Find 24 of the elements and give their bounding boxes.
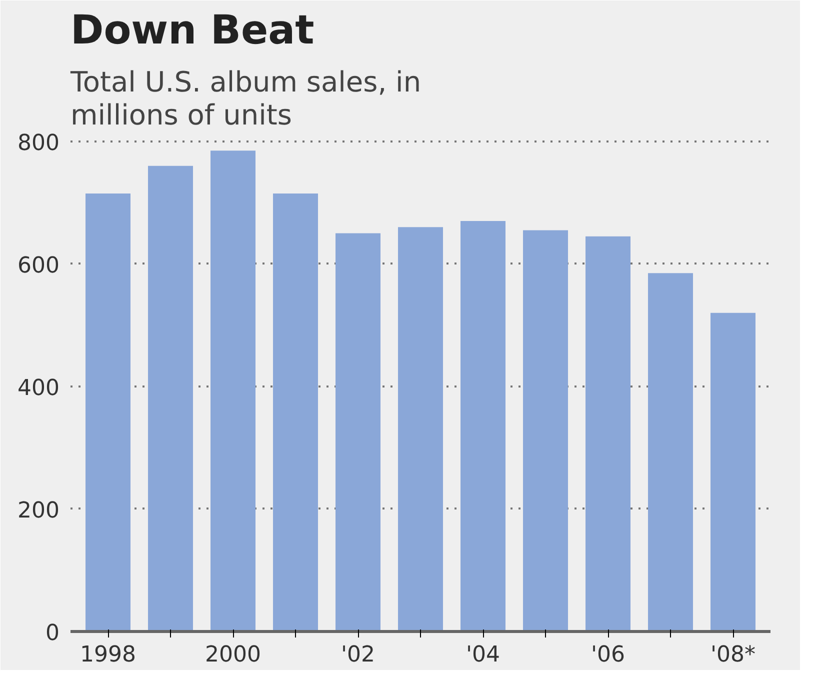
y-tick-label: 0 — [46, 621, 60, 646]
bar — [460, 221, 506, 632]
bar — [273, 193, 318, 632]
x-tick-label: 2000 — [205, 642, 262, 668]
bar — [398, 227, 443, 632]
y-tick-label: 400 — [18, 376, 60, 401]
bar — [710, 312, 756, 632]
bar — [210, 150, 256, 632]
bar — [86, 193, 130, 632]
x-tick-label: '06 — [590, 642, 626, 668]
x-tick-label: '02 — [340, 642, 376, 668]
chart-subtitle: Total U.S. album sales, in millions of units — [70, 66, 422, 132]
x-tick-label: 1998 — [80, 642, 136, 668]
bar — [586, 236, 630, 632]
bar — [148, 166, 193, 632]
x-tick-label: '04 — [466, 642, 500, 668]
y-tick-label: 800 — [18, 130, 60, 156]
chart-title: Down Beat — [70, 8, 314, 54]
x-tick-label: '08* — [710, 642, 756, 668]
bar — [523, 230, 568, 632]
bar — [648, 273, 693, 632]
y-tick-label: 600 — [18, 253, 60, 278]
bar — [336, 233, 380, 632]
y-tick-label: 200 — [18, 498, 60, 524]
